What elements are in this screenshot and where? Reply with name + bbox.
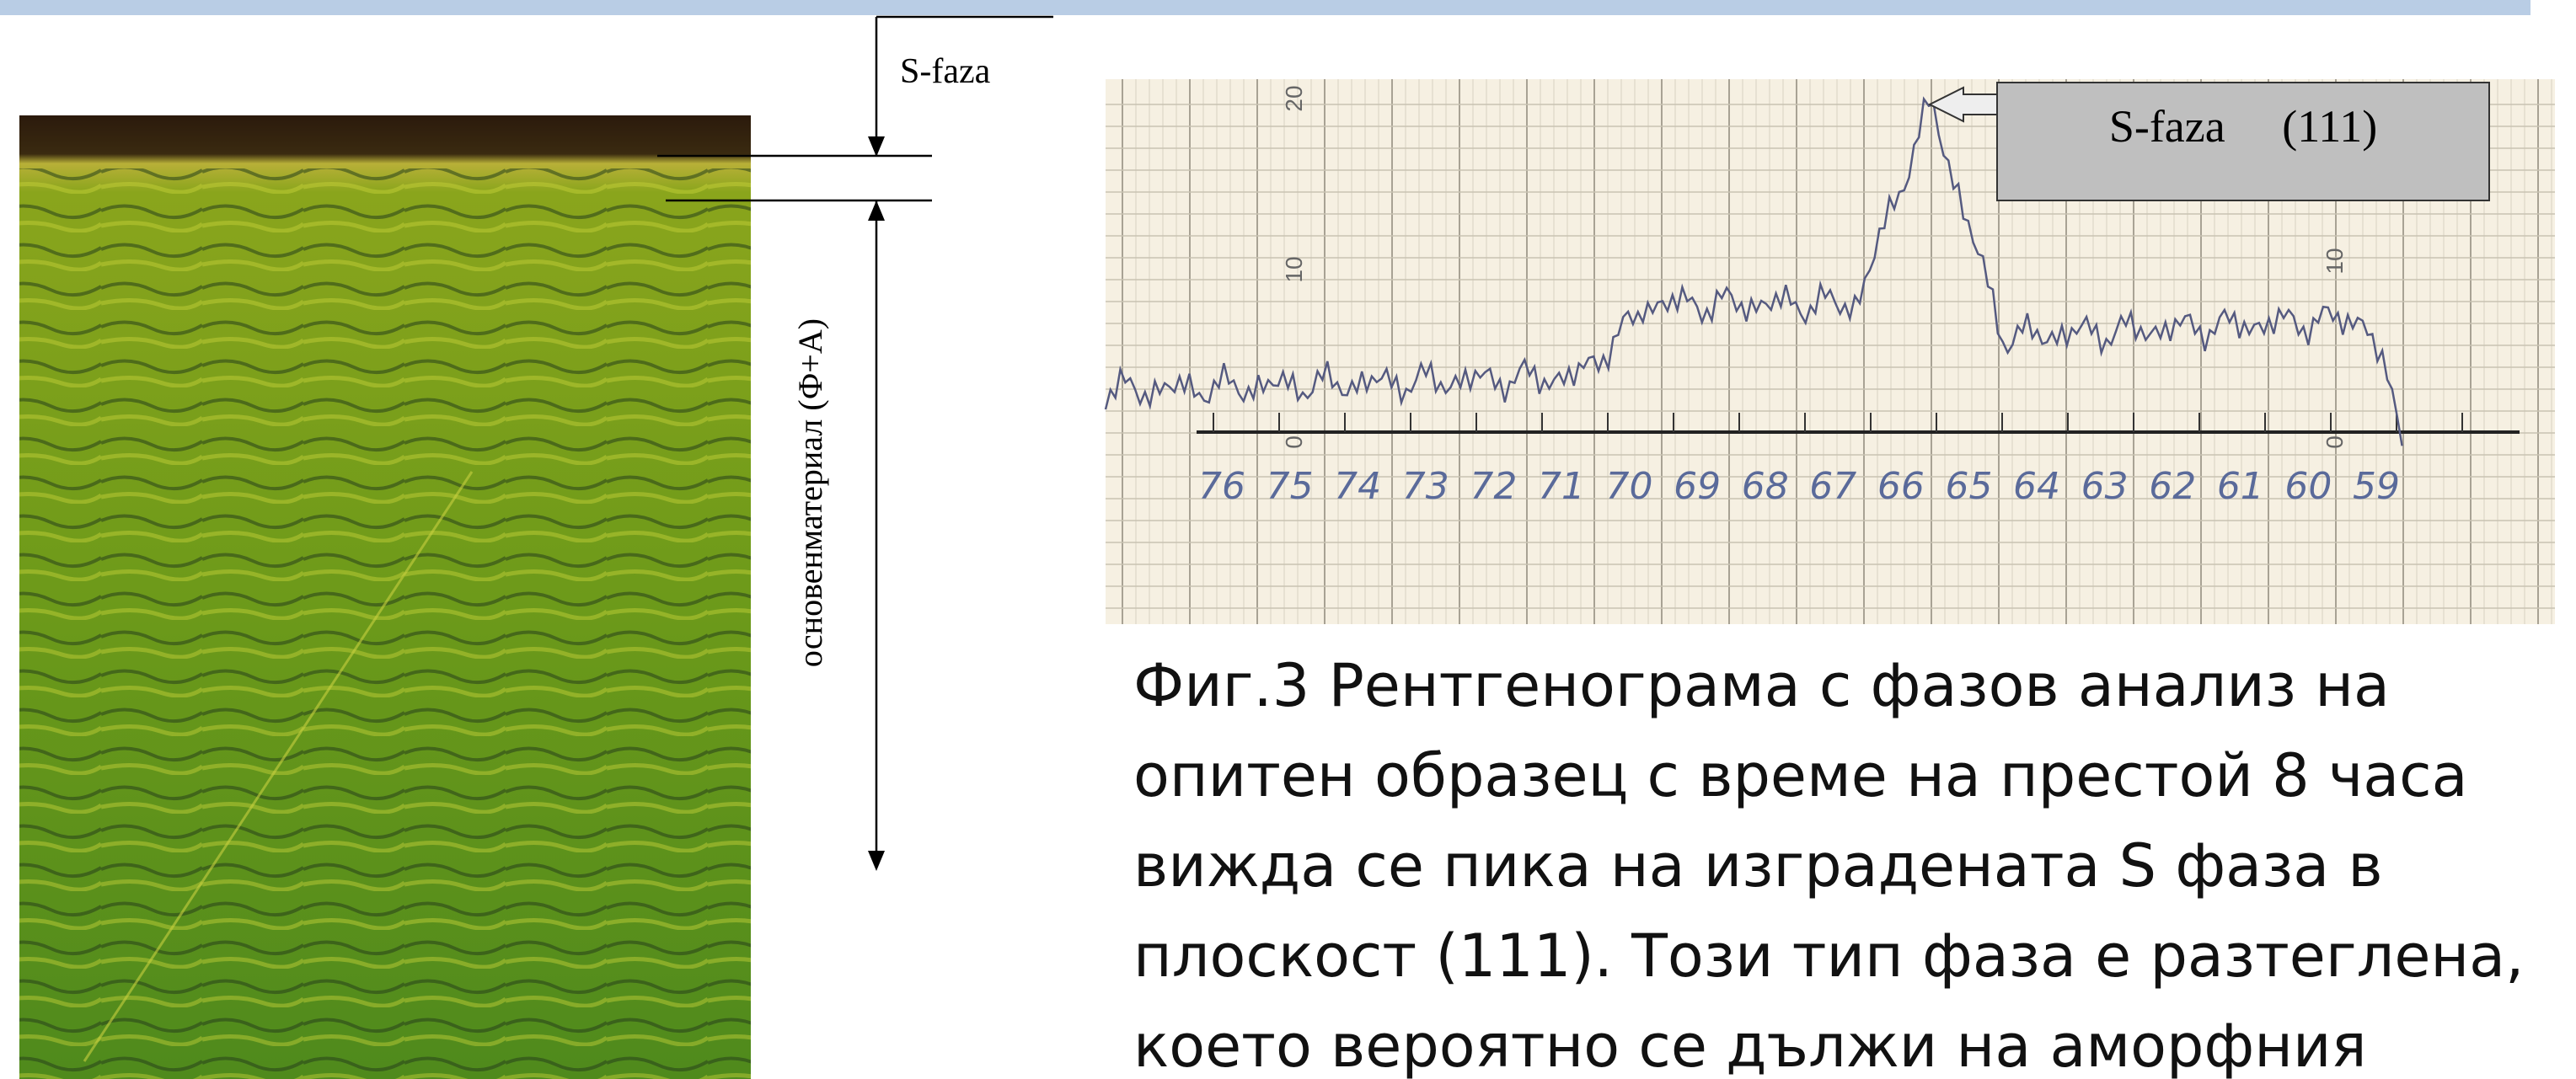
angle-label: 70: [1606, 465, 1653, 508]
peak-label: S-faza (111): [2109, 101, 2377, 152]
angle-label: 73: [1402, 465, 1449, 508]
angle-label: 74: [1334, 465, 1381, 508]
angle-label: 63: [2081, 465, 2129, 508]
angle-label: 67: [1809, 465, 1856, 508]
caption-line: плоскост (111). Този тип фаза е разтегле…: [1133, 921, 2524, 991]
diffractogram: 20 10 0 10 0 76 75 74 73 72 71 70 69 68 67 66 65 64 63 62 61…: [1106, 79, 2555, 624]
angle-label: 66: [1877, 465, 1925, 508]
top-bar: [0, 0, 2530, 15]
angle-label: 65: [1945, 465, 1992, 508]
scale-label: 10: [1281, 256, 1307, 282]
angle-label: 68: [1742, 465, 1789, 508]
caption-line: Фиг.3 Рентгенограма с фазов анализ на: [1133, 651, 2390, 720]
angle-label: 60: [2284, 465, 2332, 508]
angle-label: 61: [2217, 465, 2264, 508]
page: S-faza основенматериал (Ф+А) 20 10 0 10 0 76 7…: [0, 0, 2576, 1079]
scale-label: 10: [2322, 248, 2348, 274]
scale-label: 20: [1281, 85, 1307, 111]
caption-line: което вероятно се дължи на аморфния: [1133, 1012, 2367, 1079]
caption: Фиг.3 Рентгенограма с фазов анализ на опи…: [1133, 651, 2524, 1079]
surface-layer-label: S-faza: [900, 52, 991, 91]
angle-label: 59: [2353, 465, 2400, 508]
angle-label: 76: [1198, 465, 1245, 508]
micrograph: [19, 115, 751, 1079]
scale-label: 0: [2322, 435, 2348, 449]
angle-label: 71: [1538, 465, 1585, 508]
angle-label: 62: [2149, 465, 2196, 508]
angle-label: 64: [2013, 465, 2060, 508]
caption-line: вижда се пика на изградената S фаза в: [1133, 831, 2383, 900]
angle-label: 75: [1267, 465, 1314, 508]
angle-label: 72: [1470, 465, 1517, 508]
base-material-label: основенматериал (Ф+А): [791, 318, 829, 667]
caption-line: опитен образец с време на престой 8 часа: [1133, 741, 2468, 810]
angle-label: 69: [1674, 465, 1721, 508]
scale-label: 0: [1281, 435, 1307, 449]
